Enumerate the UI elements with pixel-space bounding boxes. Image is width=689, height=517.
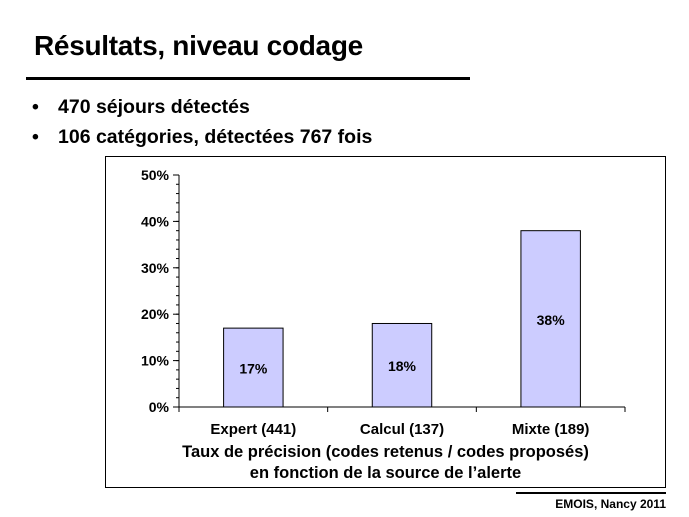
- footer-rule: [516, 492, 666, 494]
- bullet-item: • 470 séjours détectés: [30, 92, 372, 122]
- bullet-text: 470 séjours détectés: [58, 96, 250, 118]
- footer-credit: EMOIS, Nancy 2011: [555, 497, 666, 511]
- y-tick-label: 10%: [141, 353, 170, 369]
- bar-value-label: 18%: [388, 358, 417, 374]
- chart-caption-line-2: en fonction de la source de l’alerte: [249, 464, 522, 482]
- bar: [371, 322, 433, 408]
- bullet-list: • 470 séjours détectés • 106 catégories,…: [30, 92, 372, 152]
- y-tick-label: 30%: [141, 260, 170, 276]
- bullet-dot-icon: •: [32, 126, 39, 148]
- y-tick-label: 0%: [149, 399, 170, 415]
- x-category-label: Mixte (189): [512, 421, 590, 438]
- bar-value-label: 17%: [239, 361, 268, 377]
- bar: [223, 327, 284, 408]
- bar-chart: 0% 10% 20% 30% 40% 50% 17% Expert (441) 18% Calcu…: [141, 167, 626, 438]
- x-category-label: Calcul (137): [360, 421, 444, 438]
- bullet-dot-icon: •: [32, 96, 39, 118]
- chart-caption-line-1: Taux de précision (codes retenus / codes…: [182, 443, 589, 461]
- chart-frame: 0% 10% 20% 30% 40% 50% 17% Expert (441) 18% Calcu…: [105, 156, 666, 488]
- title-underline: [26, 77, 470, 80]
- bullet-item: • 106 catégories, détectées 767 fois: [30, 122, 372, 152]
- y-tick-label: 50%: [141, 167, 170, 183]
- y-tick-label: 20%: [141, 306, 170, 322]
- bar: [520, 230, 581, 408]
- y-tick-label: 40%: [141, 213, 170, 229]
- slide-title: Résultats, niveau codage: [34, 30, 363, 61]
- x-category-label: Expert (441): [210, 421, 296, 438]
- bullet-text: 106 catégories, détectées 767 fois: [58, 126, 373, 148]
- bar-value-label: 38%: [537, 312, 566, 328]
